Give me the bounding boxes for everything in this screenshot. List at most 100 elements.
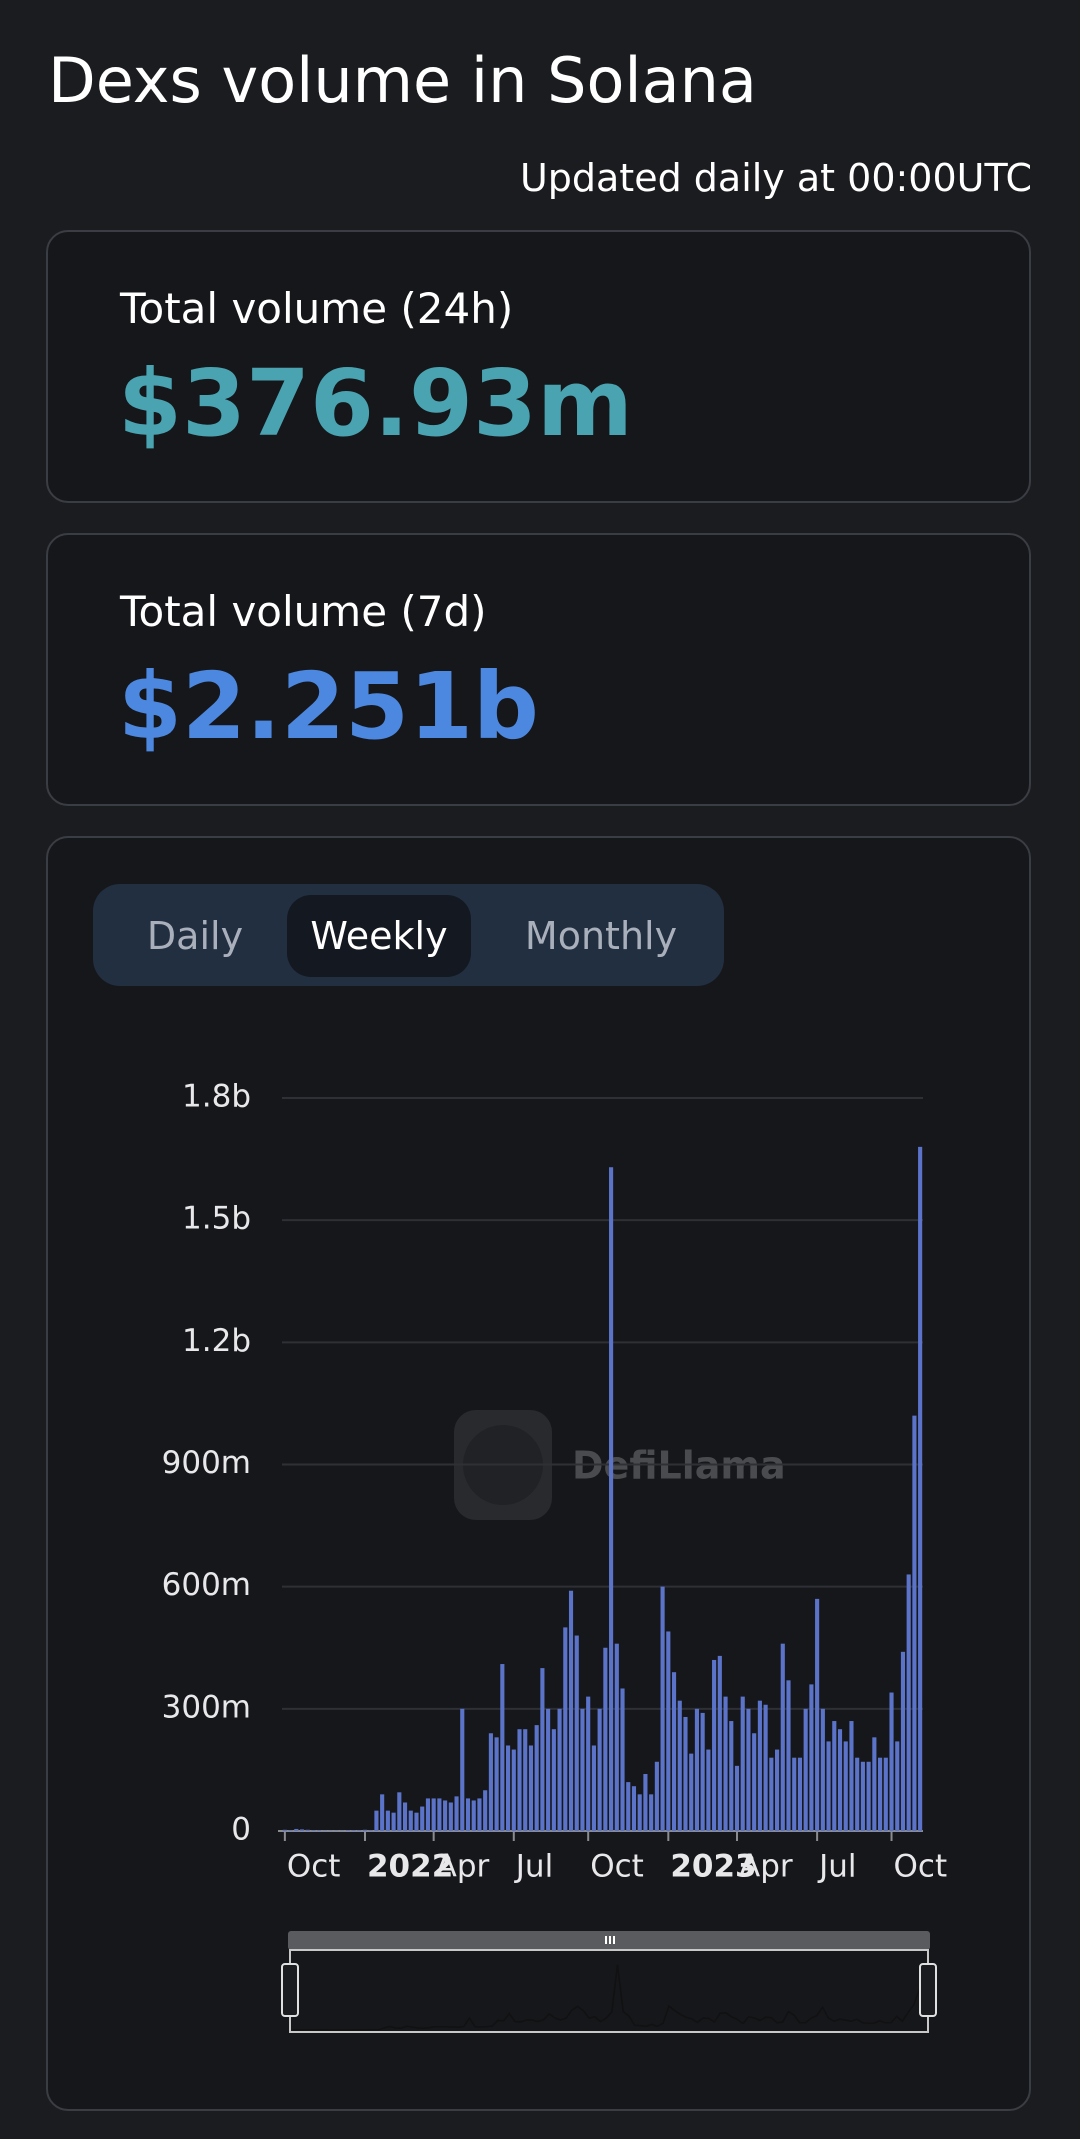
bar (769, 1757, 774, 1831)
bar (511, 1749, 516, 1831)
bar (780, 1643, 785, 1831)
bar (299, 1829, 305, 1831)
bar (860, 1761, 865, 1831)
bar (317, 1830, 322, 1831)
update-note: Updated daily at 00:00UTC (519, 156, 1032, 200)
bar (706, 1749, 711, 1831)
bar (671, 1672, 677, 1831)
bar (631, 1786, 637, 1831)
x-tick-label: Apr (436, 1849, 490, 1885)
bar (586, 1696, 591, 1831)
stat-label: Total volume (24h) (120, 284, 514, 333)
bar (368, 1830, 373, 1831)
bar (294, 1828, 299, 1831)
bar (477, 1798, 482, 1831)
bar (557, 1708, 562, 1831)
bar (568, 1590, 574, 1831)
bar (408, 1810, 413, 1831)
bar (546, 1708, 551, 1831)
bar (683, 1716, 688, 1831)
bar (723, 1696, 728, 1831)
bar (385, 1810, 390, 1831)
bar (420, 1806, 425, 1831)
bar (689, 1753, 694, 1831)
bar (826, 1741, 831, 1831)
bar (895, 1741, 900, 1831)
bar (551, 1729, 556, 1831)
bar (734, 1765, 740, 1831)
zoom-handle[interactable] (281, 1963, 299, 2017)
x-tick-label: Jul (817, 1849, 856, 1885)
bar (792, 1757, 797, 1831)
bar (797, 1757, 803, 1831)
x-tick-label: Jul (514, 1849, 553, 1885)
bar (494, 1737, 499, 1831)
bar (918, 1146, 923, 1831)
bar (620, 1688, 625, 1831)
bar (677, 1700, 682, 1831)
bar (597, 1708, 602, 1831)
bar (506, 1745, 511, 1831)
bar (563, 1627, 568, 1831)
bar (414, 1812, 419, 1831)
bar (454, 1796, 459, 1831)
bar (694, 1708, 699, 1831)
bar (603, 1647, 608, 1831)
bar (906, 1574, 911, 1831)
zoom-handle[interactable] (919, 1963, 937, 2017)
bar (580, 1708, 585, 1831)
bar (815, 1598, 820, 1831)
tab[interactable]: Daily (146, 914, 244, 958)
bar (483, 1790, 488, 1831)
bar (700, 1712, 705, 1831)
y-tick-label: 600m (162, 1567, 251, 1603)
bar (528, 1745, 534, 1831)
bar (872, 1737, 877, 1831)
tab-group: Daily Weekly Monthly (93, 884, 724, 986)
bar (362, 1829, 368, 1831)
bar (889, 1692, 894, 1831)
bar (786, 1680, 791, 1831)
bar (912, 1415, 917, 1831)
bar (425, 1798, 431, 1831)
bar (820, 1708, 825, 1831)
bar (752, 1733, 757, 1831)
bar (609, 1167, 614, 1831)
bar (523, 1729, 528, 1831)
bar (626, 1782, 631, 1831)
bar (849, 1721, 854, 1831)
bar (614, 1643, 619, 1831)
bar (402, 1802, 408, 1831)
x-tick-label: Apr (739, 1849, 793, 1885)
x-tick-label: 2023 (670, 1849, 756, 1885)
y-tick-label: 1.5b (182, 1201, 251, 1237)
bar (391, 1812, 396, 1831)
bar (866, 1761, 871, 1831)
bar (637, 1794, 642, 1831)
bar (534, 1725, 539, 1831)
stat-value: $2.251b (118, 653, 539, 760)
x-tick-label: Oct (894, 1849, 948, 1885)
tab[interactable]: Weekly (287, 895, 471, 977)
tab[interactable]: Monthly (524, 914, 678, 958)
bar (437, 1798, 442, 1831)
bar (574, 1635, 579, 1831)
bar (746, 1708, 751, 1831)
zoom-preview-line (292, 1962, 926, 2031)
stat-card: Total volume (7d) $2.251b (46, 533, 1031, 806)
page-title: Dexs volume in Solana (48, 44, 757, 117)
bar (717, 1655, 722, 1831)
y-tick-label: 1.2b (182, 1323, 251, 1359)
x-tick-label: Oct (590, 1849, 644, 1885)
bar (345, 1830, 350, 1831)
bar (837, 1729, 843, 1831)
bar (488, 1733, 493, 1831)
y-tick-label: 900m (162, 1445, 251, 1481)
bar (649, 1794, 654, 1831)
bar (878, 1757, 883, 1831)
bar (288, 1830, 293, 1831)
bar (282, 1829, 287, 1831)
bar (305, 1829, 310, 1831)
bar (832, 1721, 837, 1831)
